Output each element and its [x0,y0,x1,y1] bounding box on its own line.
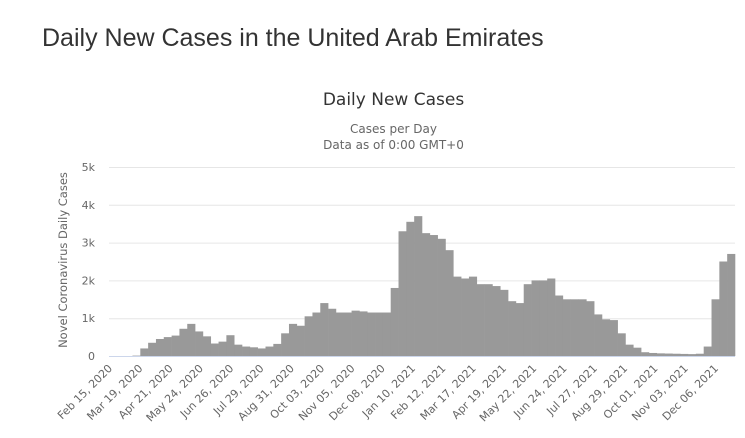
y-tick-label: 5k [82,161,96,174]
bar [359,311,368,356]
bar [719,261,728,356]
bar [648,352,658,356]
bar [656,353,665,356]
bar [633,347,642,356]
page-title: Daily New Cases in the United Arab Emira… [42,24,544,52]
bar [601,319,611,356]
chart-subtitle: Cases per Day [350,122,437,136]
bar [461,278,470,356]
bar [296,325,305,356]
bar [320,303,329,356]
bar [414,216,423,356]
bar [468,276,478,356]
bar [586,301,595,356]
bar [242,346,251,356]
bar [688,354,697,356]
bar [273,343,282,356]
bar [672,353,681,356]
bar [617,333,626,356]
y-tick-label: 0 [88,350,95,363]
bar [609,320,618,356]
bar [437,238,446,356]
bar [578,299,587,356]
bar [202,336,212,356]
bar [531,280,540,356]
bar [140,348,149,356]
bar [547,278,556,356]
bar [476,284,485,356]
bar [523,284,532,356]
bar [445,250,454,356]
bar [163,337,172,356]
bar [226,335,235,356]
bar [390,287,399,356]
bar [257,348,266,356]
bar [367,312,376,356]
bar [281,333,290,356]
bar [187,323,196,356]
chart-title: Daily New Cases [322,90,465,110]
bar [148,342,157,356]
bar [500,289,509,356]
bar [594,314,603,356]
bar [234,344,243,356]
bar [680,353,689,356]
y-tick-label: 4k [82,199,96,212]
bar [382,312,391,356]
bar [171,335,180,356]
bar [570,299,579,356]
bar [555,295,564,356]
y-tick-label: 3k [82,237,96,250]
bar [711,299,720,356]
bar [155,338,165,356]
bar [429,235,438,356]
bar [641,352,650,356]
bar [453,276,462,356]
bar [328,308,337,356]
bar [508,301,517,356]
bar [312,312,321,356]
bar [664,353,673,356]
bar [335,312,345,356]
bar [422,233,431,356]
y-axis-label: Novel Coronavirus Daily Cases [56,172,70,348]
bar [375,312,384,356]
bar [398,231,407,356]
bar [249,347,258,356]
bar [625,344,634,356]
bar [484,284,493,356]
bar [218,341,227,356]
bar [179,328,188,356]
bar [351,310,360,356]
bar [562,299,571,356]
y-tick-label: 1k [82,312,96,325]
bar [265,346,274,356]
bar [703,346,712,356]
bar [210,343,219,356]
chart-subtitle-date: Data as of 0:00 GMT+0 [323,138,464,152]
bar [695,353,704,356]
bar [195,331,204,356]
bar [727,253,736,356]
bar [406,221,415,356]
bar [304,316,313,356]
bar [343,312,352,356]
bar [539,280,548,356]
bar [515,303,525,356]
bar [492,286,501,356]
y-tick-label: 2k [82,274,96,287]
bar [288,323,298,356]
